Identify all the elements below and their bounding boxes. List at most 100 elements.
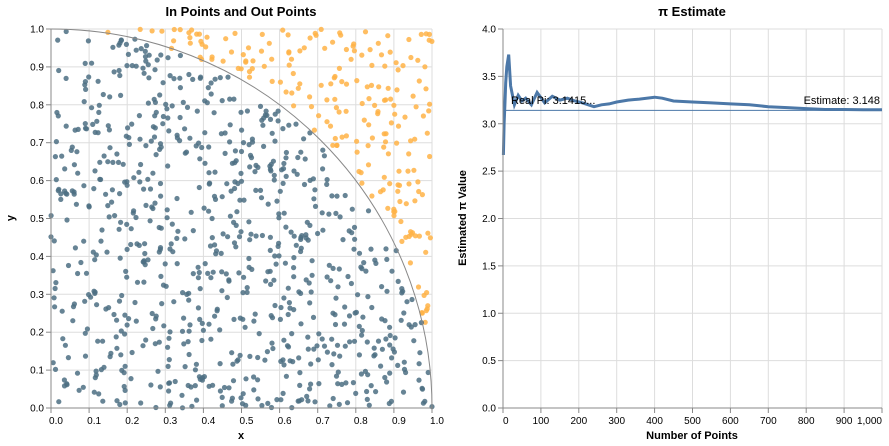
- in-point: [91, 389, 97, 395]
- out-point: [297, 48, 303, 54]
- in-point: [98, 238, 104, 244]
- in-point: [63, 75, 69, 81]
- in-point: [97, 159, 103, 165]
- in-point: [326, 262, 332, 268]
- out-point: [368, 82, 375, 88]
- x-tick: 200: [570, 408, 588, 427]
- in-point: [107, 145, 113, 151]
- y-tick-label: 0.6: [30, 176, 44, 187]
- in-point: [128, 226, 134, 232]
- out-point: [343, 133, 349, 139]
- out-point: [297, 81, 303, 87]
- in-point: [63, 123, 69, 129]
- real-pi-annotation: Real Pi: 3.1415...: [511, 95, 595, 107]
- in-point: [177, 138, 183, 144]
- in-point: [280, 390, 286, 396]
- in-point: [340, 237, 346, 243]
- in-point: [308, 361, 314, 367]
- out-point: [398, 218, 404, 225]
- in-point: [356, 323, 362, 329]
- in-point: [314, 343, 320, 349]
- in-point: [316, 331, 322, 337]
- out-point: [327, 123, 334, 129]
- in-point: [321, 153, 327, 159]
- out-point: [336, 65, 342, 71]
- y-tick: 1.5: [482, 261, 503, 272]
- y-tick: 3.5: [482, 72, 503, 83]
- in-point: [106, 214, 112, 220]
- out-point: [381, 144, 387, 150]
- in-point: [82, 353, 89, 359]
- in-point: [168, 400, 174, 406]
- x-tick-label: 300: [608, 416, 625, 427]
- in-point: [351, 246, 357, 252]
- in-point: [83, 86, 89, 92]
- in-point: [160, 80, 166, 86]
- in-point: [144, 43, 150, 49]
- x-tick-label: 800: [798, 416, 815, 427]
- in-point: [134, 279, 141, 285]
- in-point: [233, 222, 239, 228]
- in-point: [276, 253, 282, 259]
- out-point: [196, 31, 202, 37]
- out-point: [359, 180, 365, 186]
- out-point: [408, 54, 414, 61]
- in-point: [212, 169, 218, 175]
- pi-grid: [502, 28, 883, 409]
- in-point: [295, 154, 301, 161]
- in-point: [342, 192, 348, 199]
- in-point: [219, 403, 225, 409]
- in-point: [281, 337, 287, 343]
- y-tick-label: 0.7: [30, 138, 44, 149]
- out-point: [427, 235, 433, 241]
- scatter-y-axis: 0.0 0.1 0.2 0.3 0.4 0.5 0.6 0.7 0.8 0.9 1.0: [30, 25, 52, 415]
- in-point: [213, 248, 220, 254]
- in-point: [343, 380, 349, 386]
- out-point: [406, 151, 412, 157]
- out-point: [243, 58, 249, 64]
- out-point: [324, 119, 330, 125]
- in-point: [366, 402, 372, 408]
- in-point: [259, 402, 265, 409]
- in-point: [305, 346, 311, 352]
- out-point: [392, 111, 398, 117]
- y-tick-label: 0.8: [30, 100, 44, 111]
- in-point: [227, 213, 233, 219]
- in-point: [285, 311, 291, 318]
- out-point: [280, 27, 286, 33]
- out-point: [285, 32, 291, 38]
- in-point: [101, 153, 107, 159]
- in-point: [375, 338, 382, 344]
- out-point: [393, 60, 399, 66]
- in-point: [93, 372, 99, 378]
- in-point: [185, 382, 191, 389]
- in-point: [369, 304, 375, 311]
- in-point: [116, 226, 122, 232]
- in-point: [93, 368, 99, 374]
- in-point: [199, 320, 205, 326]
- out-point: [396, 168, 402, 174]
- out-point: [311, 127, 317, 133]
- in-point: [272, 253, 278, 259]
- out-point: [361, 117, 367, 123]
- in-point: [263, 108, 269, 114]
- out-point: [351, 41, 357, 47]
- in-point: [287, 358, 293, 364]
- in-point: [306, 280, 312, 286]
- out-point: [258, 48, 265, 54]
- in-point: [356, 250, 363, 256]
- in-point: [104, 249, 110, 255]
- in-point: [99, 227, 105, 233]
- out-point: [301, 45, 307, 51]
- in-point: [133, 63, 139, 69]
- out-point: [429, 38, 435, 45]
- in-point: [232, 148, 238, 154]
- in-point: [91, 186, 97, 192]
- in-point: [281, 362, 287, 368]
- out-point: [411, 167, 417, 173]
- in-point: [89, 105, 95, 111]
- out-point: [365, 143, 371, 149]
- out-point: [423, 308, 429, 314]
- in-point: [142, 250, 148, 257]
- in-point: [253, 233, 259, 239]
